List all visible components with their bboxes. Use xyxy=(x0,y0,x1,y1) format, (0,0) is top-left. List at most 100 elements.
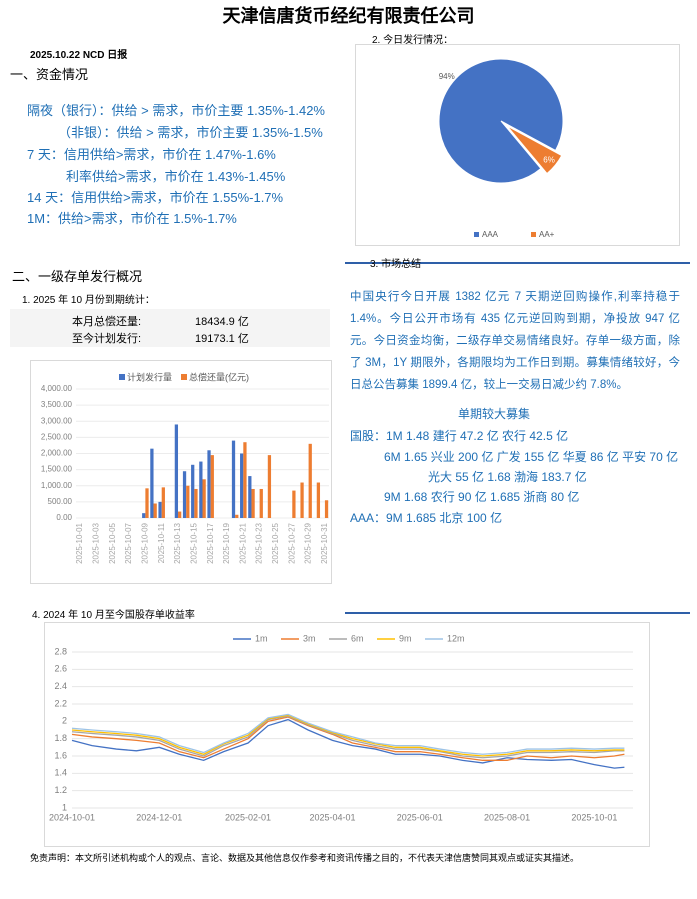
bar xyxy=(186,485,190,518)
legend-label: AAA xyxy=(482,230,499,239)
bar xyxy=(324,500,329,518)
x-tick-label: 2025-06-01 xyxy=(397,812,443,822)
legend-label: 计划发行量 xyxy=(127,371,172,382)
y-tick-label: 1,000.00 xyxy=(41,481,73,490)
line-chart: 1 1.2 1.4 1.6 1.8 2 2.2 2.4 2.6 2.8 2024-10-01 2024… xyxy=(44,622,650,847)
bar xyxy=(300,482,304,518)
legend-label: 总偿还量(亿元) xyxy=(189,371,249,382)
series-line xyxy=(71,715,625,759)
x-tick-label: 2025-10-23 xyxy=(255,522,264,563)
table-cell: 18434.9 亿 xyxy=(195,316,249,328)
y-tick-label: 2.2 xyxy=(54,698,67,708)
funding-line: 14 天：信用供给>需求，市价在 1.55%-1.7% xyxy=(27,190,284,205)
bar xyxy=(202,479,206,518)
summary-line: 9M 1.68 农行 90 亿 1.685 浙商 80 亿 xyxy=(384,490,580,504)
summary-subheading: 单期较大募集 xyxy=(458,407,531,421)
series-line xyxy=(71,716,625,761)
x-tick-label: 2025-10-07 xyxy=(124,522,133,563)
table-cell: 至今计划发行: xyxy=(72,333,142,345)
bar xyxy=(207,450,211,518)
x-tick-label: 2025-10-29 xyxy=(304,522,313,563)
x-tick-label: 2024-12-01 xyxy=(136,812,182,822)
x-tick-label: 2025-10-03 xyxy=(92,522,101,563)
summary-line: 国股：1M 1.48 建行 47.2 亿 农行 42.5 亿 xyxy=(350,429,569,443)
funding-line: 隔夜（银行）：供给 > 需求，市价主要 1.35%-1.42% xyxy=(27,103,325,118)
x-tick-label: 2025-04-01 xyxy=(309,812,355,822)
x-tick-label: 2025-10-17 xyxy=(206,522,215,563)
summary-line: 光大 55 亿 1.68 渤海 183.7 亿 xyxy=(428,470,587,484)
y-tick-label: 3,500.00 xyxy=(41,400,73,409)
disclaimer: 免责声明：本文所引述机构或个人的观点、言论、数据及其他信息仅作参考和资讯传播之目… xyxy=(30,853,580,863)
sub-heading: 3. 市场总结 xyxy=(370,259,422,270)
legend-marker xyxy=(531,232,536,237)
x-tick-label: 2025-10-27 xyxy=(287,522,296,563)
bar xyxy=(259,488,263,518)
y-tick-label: 2,000.00 xyxy=(41,449,73,458)
doc-title: 天津信唐货币经纪有限责任公司 xyxy=(222,6,475,26)
summary-line: AAA：9M 1.685 北京 100 亿 xyxy=(350,511,503,525)
x-tick-label: 2025-10-21 xyxy=(238,522,247,563)
report-date: 2025.10.22 NCD 日报 xyxy=(30,50,128,61)
summary-line: 6M 1.65 兴业 200 亿 广发 155 亿 华夏 86 亿 平安 70 … xyxy=(384,450,679,464)
bar xyxy=(210,455,214,518)
y-tick-label: 1.6 xyxy=(54,750,67,760)
section-heading: 二、一级存单发行概况 xyxy=(12,269,143,284)
bar xyxy=(231,440,236,518)
bar xyxy=(182,471,187,518)
legend-marker xyxy=(119,374,125,380)
legend-label: 9m xyxy=(399,633,412,643)
series-line xyxy=(71,713,625,755)
legend-label: 1m xyxy=(255,633,268,643)
sub-heading: 4. 2024 年 10 月至今国股存单收益率 xyxy=(32,610,195,621)
x-tick-label: 2025-10-11 xyxy=(157,522,166,563)
sub-heading: 1. 2025 年 10 月份到期统计： xyxy=(22,295,155,306)
bar-chart: 0.00 500.00 1,000.00 1,500.00 2,000.00 2,500.… xyxy=(30,360,332,584)
bar xyxy=(292,490,296,518)
legend-label: 6m xyxy=(351,633,364,643)
bar xyxy=(153,503,157,518)
y-tick-label: 0.00 xyxy=(56,513,72,522)
funding-line: （非银）：供给 > 需求，市价主要 1.35%-1.5% xyxy=(58,125,323,140)
x-tick-label: 2025-10-09 xyxy=(140,522,149,563)
y-tick-label: 2.8 xyxy=(54,646,67,656)
x-tick-label: 2025-10-19 xyxy=(222,522,231,563)
funding-line: 1M：供给>需求，市价在 1.5%-1.7% xyxy=(27,211,237,226)
y-tick-label: 4,000.00 xyxy=(41,384,73,393)
y-tick-label: 2 xyxy=(62,716,67,726)
pie-slice xyxy=(438,58,564,184)
y-tick-label: 2.4 xyxy=(54,681,67,691)
bar xyxy=(248,476,252,518)
section-heading: 一、资金情况 xyxy=(10,67,89,82)
divider xyxy=(345,612,690,614)
series-line xyxy=(71,718,625,769)
bar xyxy=(161,487,165,518)
x-tick-label: 2025-10-31 xyxy=(320,522,329,563)
data-label: 6% xyxy=(543,155,555,164)
y-tick-label: 1.2 xyxy=(54,785,67,795)
bar xyxy=(142,513,146,518)
bar xyxy=(251,488,255,518)
bar xyxy=(267,455,272,518)
y-tick-label: 1.4 xyxy=(54,768,67,778)
bar xyxy=(243,442,247,518)
table-cell: 19173.1 亿 xyxy=(195,333,249,345)
y-tick-label: 2.6 xyxy=(54,664,67,674)
bar xyxy=(191,464,195,518)
y-tick-label: 2,500.00 xyxy=(41,432,73,441)
x-tick-label: 2025-02-01 xyxy=(225,812,271,822)
x-tick-label: 2025-10-01 xyxy=(571,812,617,822)
funding-line: 7 天：信用供给>需求，市价在 1.47%-1.6% xyxy=(27,147,276,162)
y-tick-label: 1 xyxy=(62,802,67,812)
table-cell: 本月总偿还量: xyxy=(72,316,142,328)
bar xyxy=(178,511,182,518)
bar xyxy=(194,488,198,518)
x-tick-label: 2025-10-25 xyxy=(271,522,280,563)
pie-slice xyxy=(506,125,563,175)
series-line xyxy=(71,714,625,757)
bar xyxy=(240,453,244,518)
y-tick-label: 1.8 xyxy=(54,733,67,743)
legend-label: 12m xyxy=(447,633,465,643)
pie-chart: 94% AAA 6% AA+ xyxy=(355,44,680,246)
x-tick-label: 2024-10-01 xyxy=(49,812,95,822)
x-tick-label: 2025-10-01 xyxy=(75,522,84,563)
